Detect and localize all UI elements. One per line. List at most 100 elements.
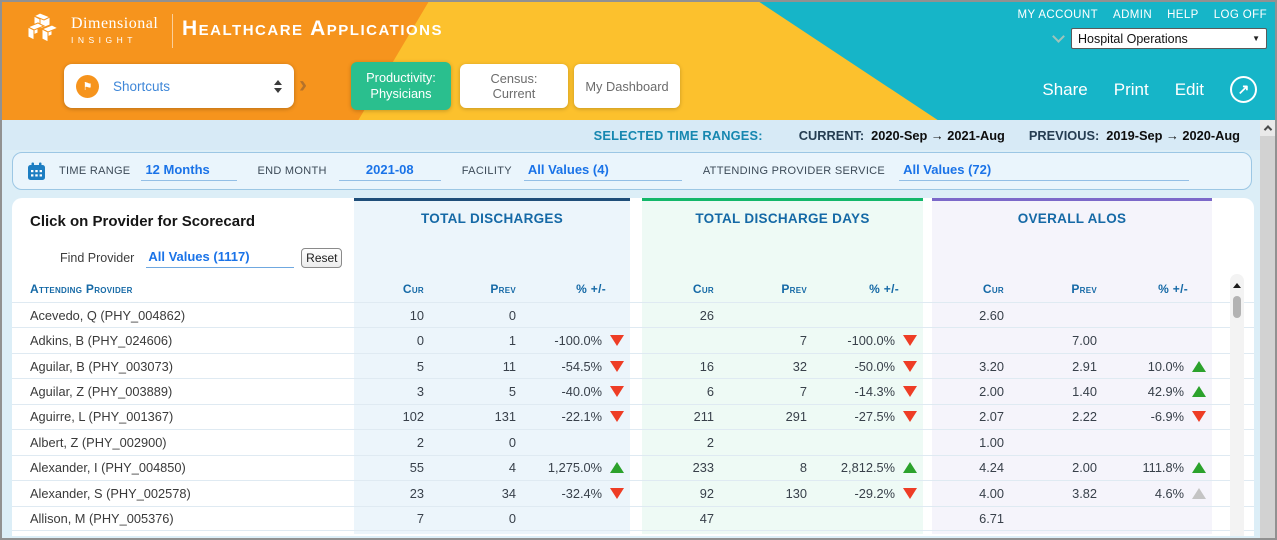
find-provider-label: Find Provider	[60, 251, 135, 265]
page-title: Healthcare Applications	[182, 17, 443, 40]
current-range-value: 2020-Sep → 2021-Aug	[871, 127, 1005, 143]
app-header: Dimensional INSIGHT Healthcare Applicati…	[2, 2, 1275, 120]
discharge-days-accent-bar	[642, 198, 923, 201]
page-scrollbar[interactable]	[1260, 120, 1275, 538]
provider-link[interactable]: Alexander, S (PHY_002578)	[30, 485, 191, 501]
workspace-select[interactable]: Hospital Operations ▼	[1071, 28, 1267, 49]
days-cur-value: 2	[706, 434, 714, 450]
chevron-up-icon	[1263, 125, 1272, 134]
trend-icon	[610, 487, 624, 499]
collapse-chevron-icon[interactable]	[1052, 30, 1065, 43]
col-header-attending-provider: Attending Provider	[30, 282, 133, 296]
scroll-up-icon[interactable]	[1233, 283, 1241, 288]
trend-icon	[903, 386, 917, 398]
provider-link[interactable]: Aguilar, B (PHY_003073)	[30, 358, 173, 374]
days-cur-value: 92	[699, 485, 714, 501]
alos-cur-value: 2.00	[979, 384, 1004, 400]
alos-column-tint	[932, 198, 1212, 534]
find-provider-input[interactable]: All Values (1117)	[146, 249, 295, 268]
trend-icon	[1192, 360, 1206, 372]
days-pct-value: -50.0%	[854, 358, 895, 374]
discharges-cur-value: 55	[409, 460, 424, 476]
table-row[interactable]: Alexander, I (PHY_004850) 55 4 1,275.0% …	[12, 454, 1254, 480]
shortcuts-dropdown[interactable]: ⚑ Shortcuts	[64, 64, 294, 108]
facility-filter[interactable]: All Values (4)	[523, 162, 682, 181]
discharges-cur-value: 7	[416, 510, 424, 526]
previous-range-value: 2019-Sep → 2020-Aug	[1106, 127, 1240, 143]
admin-link[interactable]: ADMIN	[1113, 9, 1153, 21]
brand-subname: INSIGHT	[71, 35, 137, 45]
chevron-right-icon[interactable]: ›	[299, 71, 307, 98]
discharges-prev-value: 4	[508, 460, 516, 476]
table-scrollbar[interactable]	[1230, 274, 1244, 536]
trend-icon	[1192, 386, 1206, 398]
table-row[interactable]: Acevedo, Q (PHY_004862) 10 0 26 2.60	[12, 302, 1254, 327]
trend-icon	[610, 360, 624, 372]
alos-accent-bar	[932, 198, 1212, 201]
alos-cur-value: 3.20	[979, 358, 1004, 374]
alos-prev-value: 2.22	[1072, 409, 1097, 425]
table-row[interactable]: Allison, M (PHY_005376) 7 0 47 6.71	[12, 505, 1254, 531]
help-link[interactable]: HELP	[1167, 9, 1199, 21]
table-row[interactable]: Albert, Z (PHY_002900) 2 0 2 1.00	[12, 429, 1254, 454]
trend-icon	[1192, 487, 1206, 499]
nav-button-productivity-physicians[interactable]: Productivity: Physicians	[351, 62, 451, 110]
provider-link[interactable]: Adkins, B (PHY_024606)	[30, 333, 173, 349]
end-month-filter[interactable]: 2021-08	[338, 162, 441, 181]
discharges-cur-value: 10	[409, 307, 424, 323]
provider-link[interactable]: Albert, Z (PHY_002900)	[30, 434, 167, 450]
scroll-up-button[interactable]	[1260, 120, 1275, 136]
trend-icon	[610, 462, 624, 474]
alos-pct-value: 4.6%	[1154, 485, 1184, 501]
provider-link[interactable]: Allison, M (PHY_005376)	[30, 510, 174, 526]
discharges-cur-value: 2	[416, 434, 424, 450]
col-header-pct: % +/-	[1158, 282, 1188, 296]
alos-prev-value: 1.40	[1072, 384, 1097, 400]
discharges-prev-value: 5	[508, 384, 516, 400]
provider-link[interactable]: Aguirre, L (PHY_001367)	[30, 409, 174, 425]
provider-link[interactable]: Alexander, I (PHY_004850)	[30, 460, 186, 476]
reset-button[interactable]: Reset	[301, 248, 343, 268]
time-ranges-title: SELECTED TIME RANGES:	[593, 127, 763, 143]
alos-pct-value: 111.8%	[1142, 460, 1184, 476]
attending-provider-service-filter[interactable]: All Values (72)	[899, 162, 1190, 181]
trend-icon	[1192, 411, 1206, 423]
dimensional-insight-logo: Dimensional INSIGHT	[26, 11, 158, 49]
print-button[interactable]: Print	[1113, 79, 1149, 99]
log-off-link[interactable]: LOG OFF	[1213, 9, 1267, 21]
provider-link[interactable]: Aguilar, Z (PHY_003889)	[30, 384, 173, 400]
trend-icon	[903, 411, 917, 423]
edit-button[interactable]: Edit	[1174, 79, 1204, 99]
provider-link[interactable]: Acevedo, Q (PHY_004862)	[30, 307, 186, 323]
table-row[interactable]: Aguirre, L (PHY_001367) 102 131 -22.1% 2…	[12, 403, 1254, 429]
compass-arrow-icon[interactable]: ↗	[1230, 76, 1257, 103]
nav-button-my-dashboard[interactable]: My Dashboard	[574, 64, 680, 108]
table-row[interactable]: Alexander, S (PHY_002578) 23 34 -32.4% 9…	[12, 480, 1254, 505]
days-cur-value: 233	[692, 460, 714, 476]
nav-button-census-current[interactable]: Census: Current	[460, 64, 568, 108]
my-account-link[interactable]: MY ACCOUNT	[1017, 9, 1098, 21]
share-button[interactable]: Share	[1042, 79, 1088, 99]
discharges-prev-value: 0	[508, 434, 516, 450]
days-pct-value: -100.0%	[847, 333, 895, 349]
brand-name: Dimensional	[71, 15, 159, 32]
col-header-prev: Prev	[781, 282, 807, 296]
current-label: CURRENT:	[798, 127, 865, 143]
alos-cur-value: 2.07	[979, 409, 1004, 425]
trend-icon	[903, 462, 917, 474]
discharges-prev-value: 0	[508, 307, 516, 323]
discharges-cur-value: 5	[416, 358, 424, 374]
table-row[interactable]: Aguilar, Z (PHY_003889) 3 5 -40.0% 6 7 -…	[12, 378, 1254, 403]
alos-pct-value: 42.9%	[1147, 384, 1184, 400]
scrollbar-thumb[interactable]	[1233, 296, 1241, 318]
table-row[interactable]: Adkins, B (PHY_024606) 0 1 -100.0% 7 -10…	[12, 327, 1254, 352]
workspace-select-value: Hospital Operations	[1078, 31, 1188, 46]
col-header-cur: Cur	[982, 282, 1004, 296]
group-header-overall-alos: Overall ALOS	[1017, 211, 1127, 226]
col-header-cur: Cur	[692, 282, 714, 296]
table-row[interactable]: Aguilar, B (PHY_003073) 5 11 -54.5% 16 3…	[12, 352, 1254, 378]
time-range-filter[interactable]: 12 Months	[141, 162, 238, 181]
discharges-prev-value: 0	[508, 510, 516, 526]
col-header-cur: Cur	[402, 282, 424, 296]
cubes-icon	[26, 12, 60, 43]
